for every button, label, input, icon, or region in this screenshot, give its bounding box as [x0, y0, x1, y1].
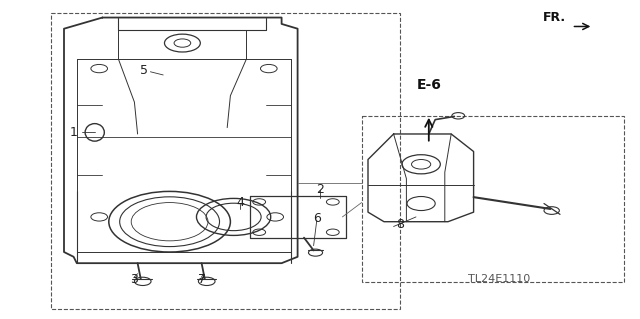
Bar [362, 116, 624, 282]
Text: 2: 2 [316, 183, 324, 196]
Text: 4: 4 [236, 196, 244, 209]
Text: 1: 1 [70, 126, 77, 139]
Bar [51, 13, 400, 309]
Text: 5: 5 [140, 64, 148, 77]
Text: 3: 3 [131, 273, 138, 286]
Text: E-6: E-6 [417, 78, 441, 92]
Text: TL24E1110: TL24E1110 [468, 274, 531, 284]
Text: 8: 8 [396, 219, 404, 231]
Text: FR.: FR. [543, 11, 566, 24]
Text: 6: 6 [313, 212, 321, 225]
Text: 7: 7 [198, 273, 205, 286]
